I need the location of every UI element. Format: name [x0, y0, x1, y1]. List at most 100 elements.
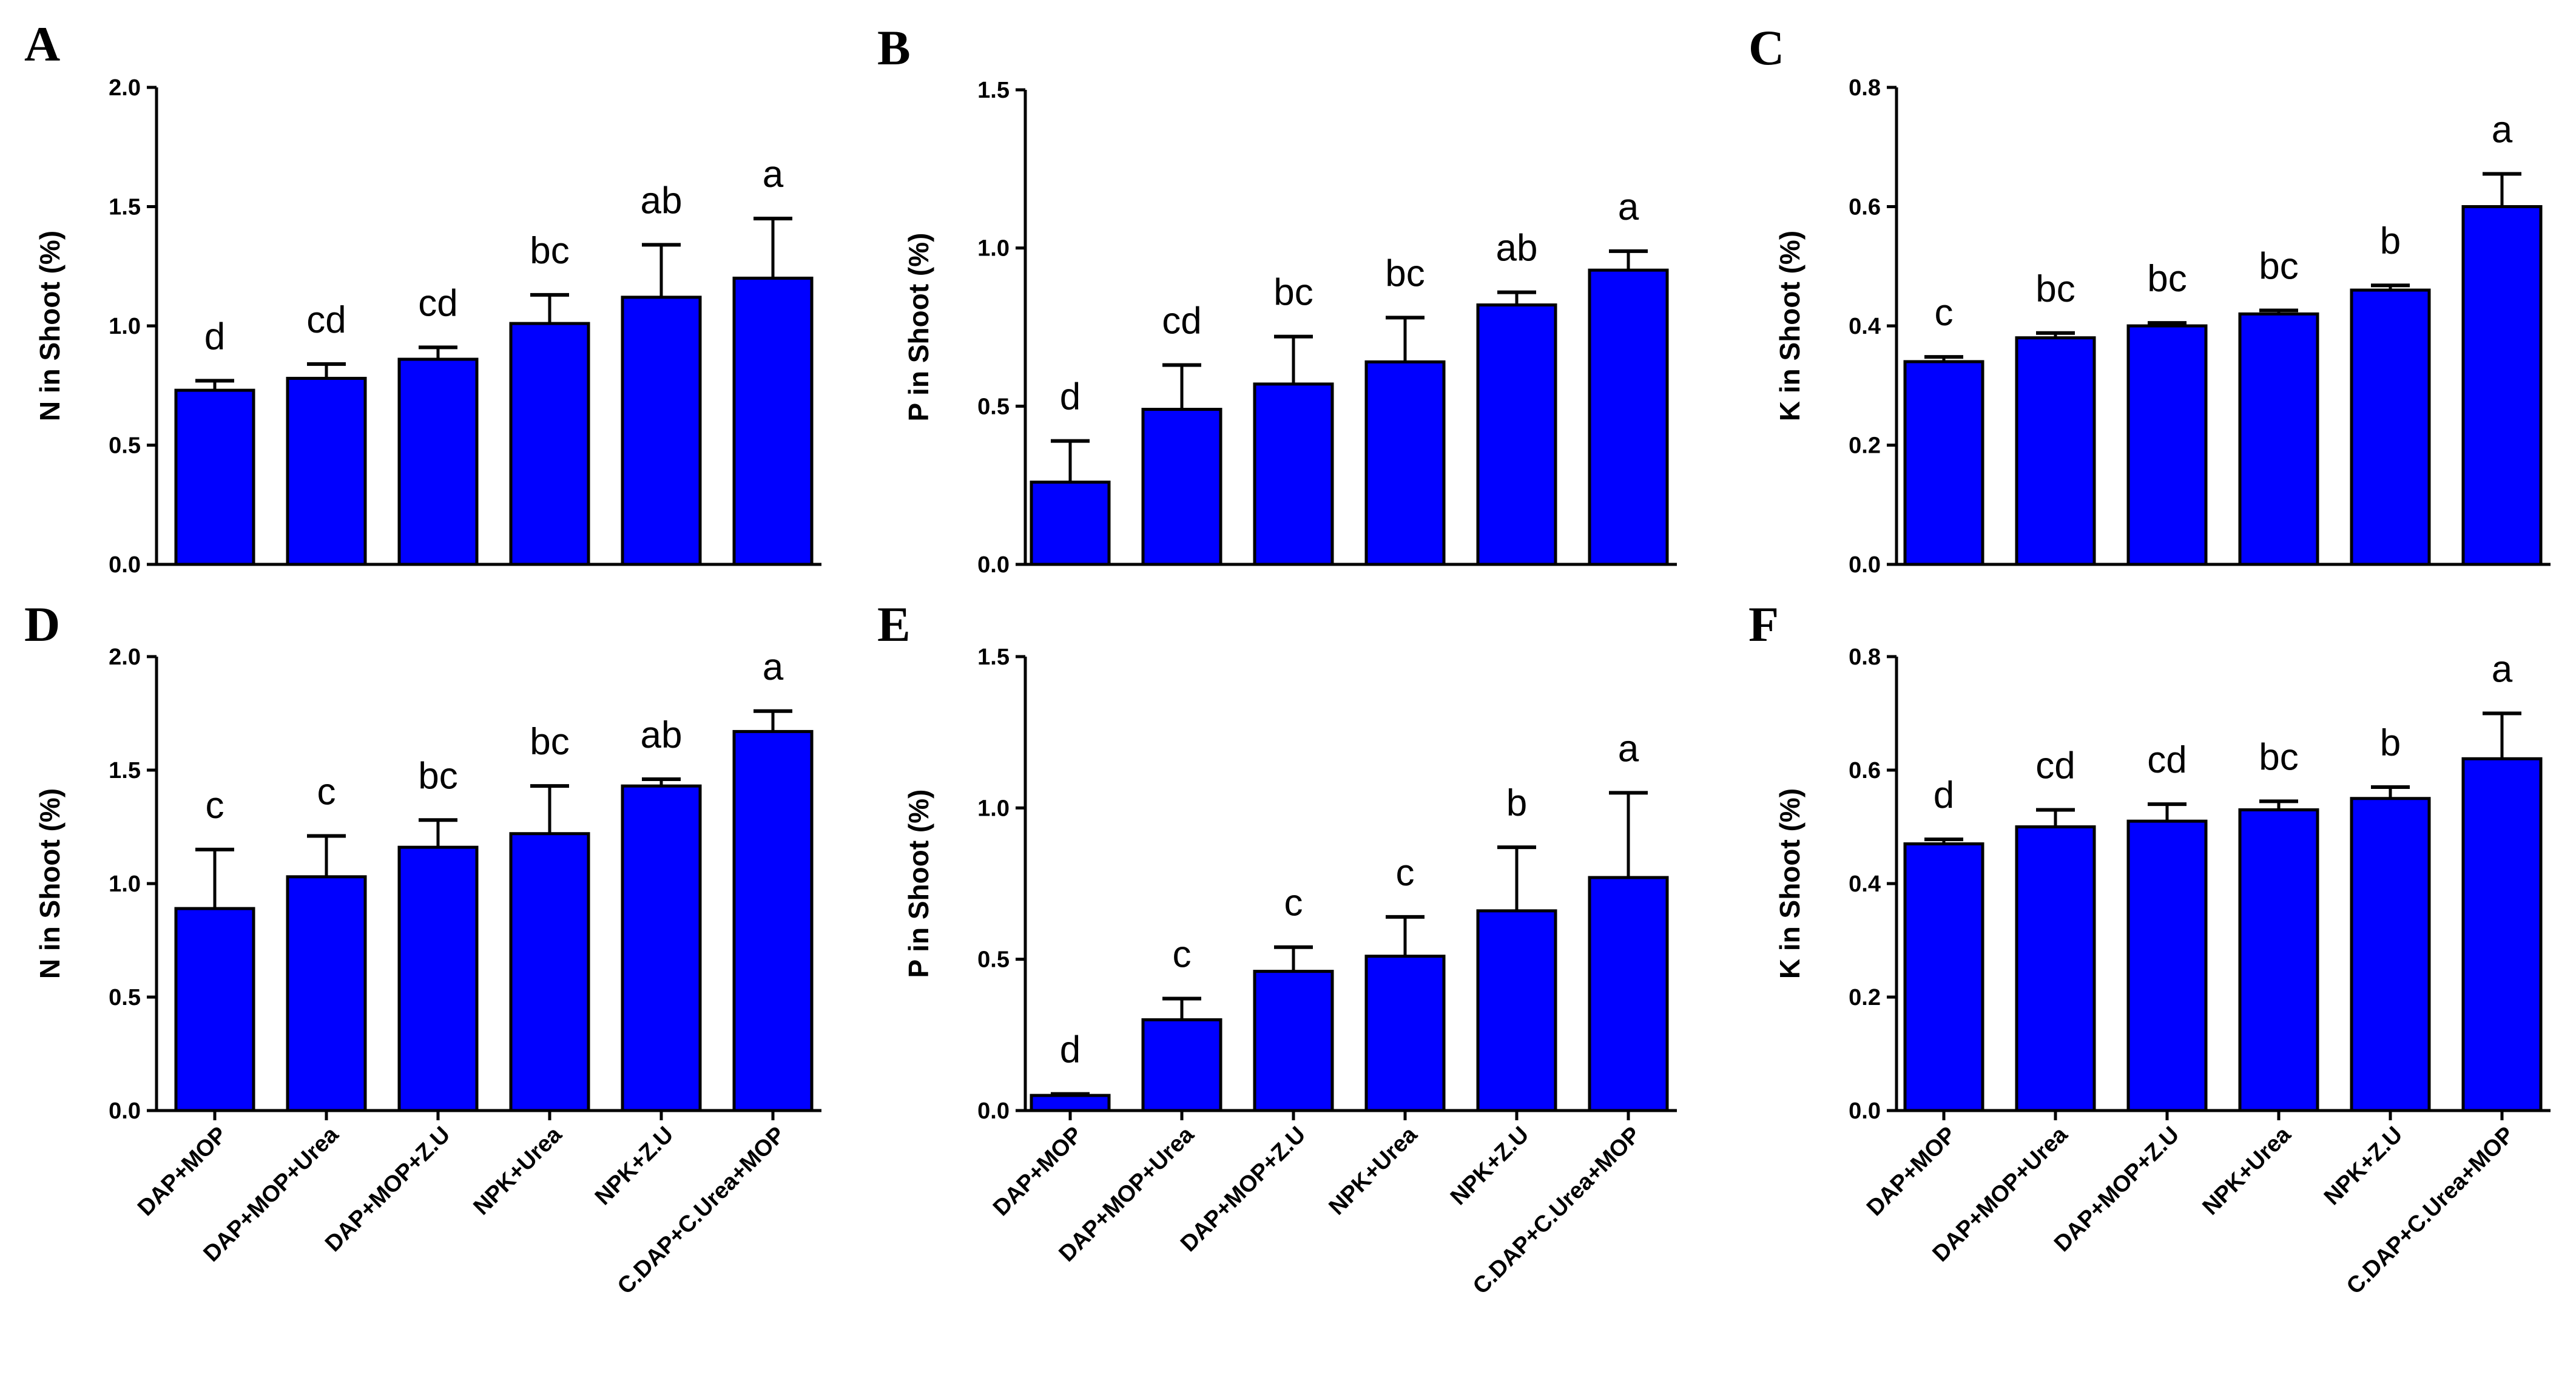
y-tick-label: 1.0: [977, 796, 1010, 821]
significance-letter: d: [1060, 1029, 1081, 1071]
panel-letter: F: [1748, 597, 1779, 652]
y-tick-label: 0.8: [1849, 75, 1881, 101]
bar: [286, 875, 367, 1112]
y-tick-label: 2.0: [109, 75, 141, 101]
bar: [732, 276, 814, 566]
bar: [1030, 1094, 1111, 1112]
significance-letter: c: [1173, 933, 1192, 975]
significance-letter: c: [1396, 852, 1415, 894]
bar: [2350, 797, 2431, 1112]
x-tick-label: NPK+Urea: [1324, 1121, 1422, 1220]
significance-letter: b: [1506, 782, 1527, 824]
y-tick-label: 0.5: [977, 394, 1010, 419]
significance-letter: c: [317, 771, 336, 813]
y-tick-label: 0.5: [109, 985, 141, 1010]
x-tick-label: DAP+MOP: [133, 1122, 232, 1221]
y-tick-label: 0.0: [109, 552, 141, 578]
panel-letter: E: [877, 597, 911, 652]
bar: [2126, 324, 2208, 566]
panel-letter: B: [877, 20, 911, 75]
x-tick-label: NPK+Z.U: [1446, 1122, 1534, 1210]
significance-letter: d: [1060, 376, 1081, 418]
y-tick-label: 1.5: [977, 644, 1010, 670]
y-axis-title: N in Shoot (%): [34, 788, 66, 979]
x-tick-label: NPK+Urea: [2197, 1121, 2296, 1220]
significance-letter: a: [1618, 186, 1639, 228]
y-tick-label: 1.0: [109, 871, 141, 897]
bar: [1364, 955, 1446, 1112]
chart-panel-e: E0.00.51.01.5P in Shoot (%)dDAP+MOPcDAP+…: [877, 597, 1677, 1299]
panel-letter: C: [1748, 20, 1784, 75]
significance-letter: a: [2492, 649, 2513, 691]
bar: [174, 907, 255, 1112]
bar: [397, 357, 479, 566]
significance-letter: bc: [530, 721, 569, 763]
significance-letter: bc: [2035, 268, 2075, 310]
bar: [2461, 757, 2543, 1112]
y-tick-label: 0.0: [1849, 552, 1881, 578]
bar: [1903, 842, 1984, 1112]
y-tick-label: 1.5: [109, 758, 141, 783]
significance-letter: ab: [1496, 228, 1538, 269]
bar: [174, 388, 255, 566]
bar: [286, 376, 367, 566]
bar: [621, 784, 702, 1112]
bar: [1588, 876, 1669, 1112]
significance-letter: b: [2380, 722, 2401, 764]
bar: [1030, 480, 1111, 566]
significance-letter: d: [1934, 774, 1954, 816]
y-tick-label: 0.2: [1849, 985, 1881, 1010]
panel-letter: D: [24, 597, 60, 652]
bar: [1253, 970, 1334, 1112]
chart-panel-b: B 0.0 0.5 1.0 1.5 P in Shoot (%) d cd bc bc ab a: [877, 20, 1677, 578]
x-tick-label: NPK+Urea: [468, 1121, 567, 1220]
x-tick-label: NPK+Z.U: [590, 1122, 678, 1210]
bar: [732, 729, 814, 1112]
x-tick-label: DAP+MOP: [988, 1122, 1087, 1221]
significance-letter: ab: [641, 714, 683, 756]
y-tick-label: 1.0: [109, 314, 141, 339]
bar: [509, 832, 590, 1112]
bar: [2015, 825, 2096, 1112]
y-axis-title: K in Shoot (%): [1774, 788, 1806, 979]
bar: [1141, 1018, 1222, 1112]
significance-letter: bc: [2259, 736, 2298, 778]
significance-letter: cd: [2147, 739, 2187, 781]
significance-letter: c: [1284, 882, 1303, 924]
x-tick-label: NPK+Z.U: [2319, 1122, 2407, 1210]
significance-letter: c: [206, 785, 224, 827]
bar: [2350, 288, 2431, 566]
y-axis-title: P in Shoot (%): [903, 790, 934, 978]
chart-panel-f: F 0.0 0.2 0.4 0.6 0.8 K in Shoot (%) d DAP+MOP cd…: [1748, 597, 2551, 1299]
bar: [2126, 819, 2208, 1112]
significance-letter: cd: [306, 299, 346, 341]
y-tick-label: 0.4: [1849, 314, 1881, 339]
x-tick-label: DAP+MOP: [1862, 1122, 1961, 1221]
y-axis-title: N in Shoot (%): [34, 231, 66, 421]
y-tick-label: 0.2: [1849, 433, 1881, 459]
bar: [397, 845, 479, 1112]
significance-letter: b: [2380, 220, 2401, 262]
significance-letter: a: [1618, 728, 1639, 770]
y-tick-label: 0.6: [1849, 195, 1881, 220]
bar: [1476, 909, 1557, 1112]
significance-letter: ab: [641, 180, 683, 222]
bar: [1903, 360, 1984, 566]
y-tick-label: 0.0: [1849, 1098, 1881, 1124]
y-tick-label: 0.5: [109, 433, 141, 459]
bar: [1141, 408, 1222, 566]
significance-letter: a: [763, 154, 784, 195]
y-tick-label: 2.0: [109, 644, 141, 670]
significance-letter: cd: [418, 282, 457, 324]
bar: [2238, 808, 2319, 1112]
bar: [2015, 336, 2096, 566]
bar: [1253, 382, 1334, 566]
y-tick-label: 1.5: [109, 195, 141, 220]
significance-letter: c: [1935, 292, 1954, 334]
significance-letter: d: [204, 316, 225, 357]
bar: [509, 322, 590, 566]
significance-letter: cd: [1162, 300, 1201, 342]
bar: [1476, 303, 1557, 566]
y-tick-label: 0.4: [1849, 871, 1881, 897]
